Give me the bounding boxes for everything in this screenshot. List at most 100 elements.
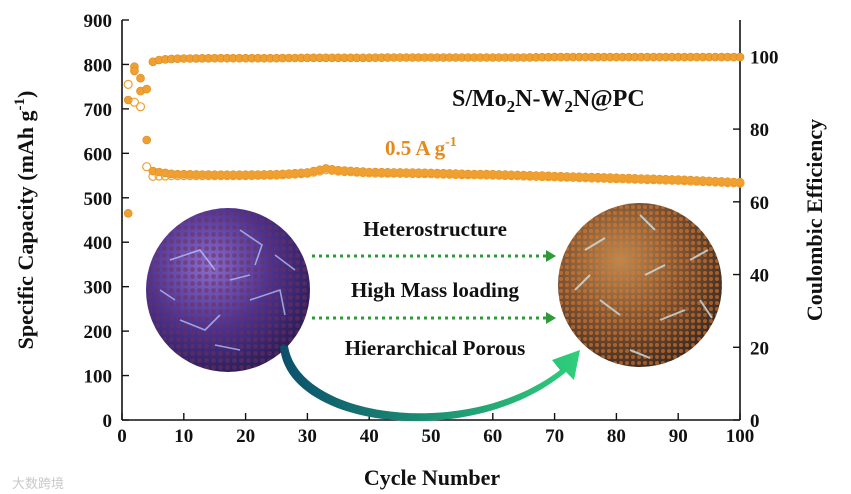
dotted-arrow-heads <box>546 250 556 324</box>
series-1-point-5 <box>154 171 164 181</box>
series-1-point-27 <box>290 169 300 179</box>
x-tick-label-8: 80 <box>607 426 626 447</box>
series-1-point-51 <box>438 169 448 179</box>
x-tick-label-10: 100 <box>726 426 755 447</box>
series-1-point-7 <box>166 171 176 181</box>
series-1-point-69 <box>549 172 560 182</box>
series-1-point-81 <box>624 174 634 184</box>
series-1-point-60 <box>494 170 504 180</box>
y-left-tick-label-0: 0 <box>103 411 113 432</box>
current-density-label: 0.5 A g-1 <box>385 135 457 160</box>
x-tick-label-3: 30 <box>298 426 317 447</box>
series-1-point-48 <box>420 169 430 179</box>
x-tick-label-7: 70 <box>545 426 564 447</box>
series-1-point-4 <box>148 171 158 181</box>
y-left-tick-label-6: 600 <box>84 144 113 165</box>
series-1-point-68 <box>543 172 554 182</box>
y-left-tick-label-9: 900 <box>84 11 113 32</box>
series-1-point-35 <box>339 166 350 177</box>
series-1-point-9 <box>179 171 189 181</box>
pristine-sphere-illustration <box>146 208 310 372</box>
series-1-point-2 <box>135 102 146 112</box>
x-tick-label-9: 90 <box>669 426 688 447</box>
series-1-point-58 <box>482 170 492 180</box>
series-1-point-80 <box>617 174 628 184</box>
series-1-point-24 <box>271 170 282 180</box>
x-axis-title: Cycle Number <box>364 465 500 490</box>
y-right-tick-label-4: 80 <box>750 120 769 141</box>
y-left-tick-label-5: 500 <box>84 189 113 210</box>
heterostructure-sphere-illustration <box>558 203 722 367</box>
series-0-point-0 <box>123 209 133 218</box>
series-1-point-66 <box>531 171 541 181</box>
series-1-point-88 <box>667 175 677 185</box>
series-1-point-10 <box>185 171 195 181</box>
y-left-tick-label-1: 100 <box>84 367 113 388</box>
series-1-point-98 <box>729 178 739 188</box>
y-left-tick-label-3: 300 <box>84 278 113 299</box>
curved-transformation-arrow <box>280 346 580 422</box>
y-right-tick-label-2: 40 <box>750 266 769 287</box>
series-1-point-47 <box>414 169 424 179</box>
series-1-point-94 <box>704 177 714 187</box>
series-1-point-0 <box>123 79 133 90</box>
x-tick-label-0: 0 <box>117 426 127 447</box>
series-1-point-59 <box>488 170 498 180</box>
x-tick-label-1: 10 <box>174 426 193 447</box>
series-1 <box>123 79 745 188</box>
series-1-point-82 <box>630 174 640 184</box>
series-1-point-71 <box>562 172 572 182</box>
series-1-point-18 <box>234 171 244 181</box>
series-1-point-41 <box>377 168 387 178</box>
series-1-point-45 <box>401 168 411 178</box>
series-1-point-65 <box>525 171 535 181</box>
series-1-point-32 <box>321 165 331 175</box>
series-1-point-13 <box>203 171 214 181</box>
series-1-point-44 <box>395 168 405 178</box>
series-2-point-1 <box>130 66 139 76</box>
series-1-point-92 <box>692 176 702 186</box>
feature-hierarchical-porous: Hierarchical Porous <box>345 336 526 360</box>
series-1-point-22 <box>259 170 269 180</box>
series-2-point-0 <box>123 95 133 105</box>
series-1-point-20 <box>247 170 257 181</box>
series-1-point-42 <box>383 168 393 178</box>
y-right-tick-label-1: 20 <box>750 338 769 359</box>
series-1-point-38 <box>358 167 368 178</box>
series-1-point-63 <box>512 171 523 181</box>
series-1-point-91 <box>685 176 696 186</box>
series-2-point-2 <box>136 73 145 83</box>
series-1-point-61 <box>500 170 510 181</box>
y-right-tick-label-0: 0 <box>750 411 760 432</box>
y-right-tick-label-3: 60 <box>750 193 769 214</box>
series-1-point-75 <box>587 173 597 183</box>
x-tick-label-6: 60 <box>483 426 502 447</box>
series-1-point-64 <box>519 171 529 181</box>
series-1-point-29 <box>302 168 312 178</box>
series-1-point-84 <box>642 175 652 185</box>
series-1-point-15 <box>216 171 226 181</box>
series-0-point-3 <box>142 135 151 145</box>
x-tick-label-4: 40 <box>360 426 379 447</box>
series-1-point-79 <box>611 174 622 184</box>
series-1-point-8 <box>173 171 183 181</box>
series-1-point-26 <box>284 169 294 179</box>
series-1-point-43 <box>389 168 399 178</box>
feature-high-mass-loading: High Mass loading <box>351 278 520 302</box>
series-2-point-99 <box>735 52 745 62</box>
series-1-point-56 <box>469 170 479 180</box>
series-1-point-54 <box>457 170 467 180</box>
series-1-point-77 <box>599 173 609 183</box>
y-right-tick-label-5: 100 <box>750 47 779 68</box>
y-left-tick-label-2: 200 <box>84 322 113 343</box>
series-1-point-11 <box>191 171 201 181</box>
x-tick-label-2: 20 <box>236 426 255 447</box>
series-1-point-53 <box>451 169 461 180</box>
series-1-point-19 <box>241 171 251 181</box>
series-1-point-67 <box>537 171 547 182</box>
y-left-tick-label-8: 800 <box>84 55 113 76</box>
series-1-point-50 <box>432 169 442 179</box>
axis-ticks: 0 10 20 30 40 50 60 70 80 90 100010020030040050060… <box>84 11 779 447</box>
series-1-point-83 <box>636 174 646 184</box>
